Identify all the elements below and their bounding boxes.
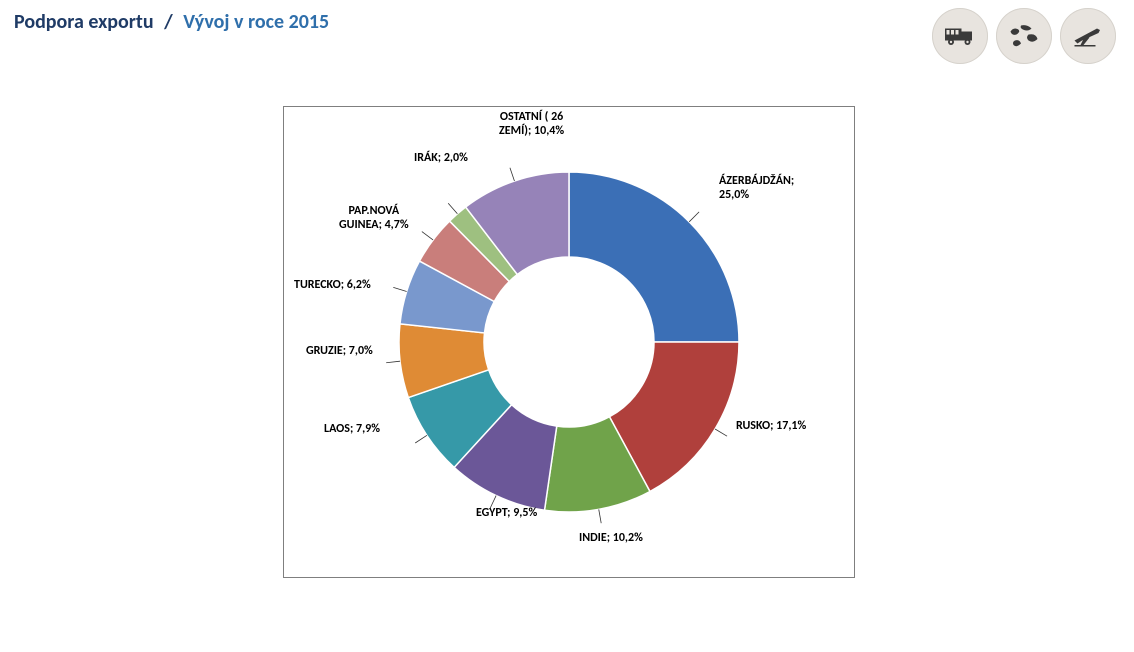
donut-slice-0 <box>569 172 739 342</box>
breadcrumb-part2: Vývoj v roce 2015 <box>183 10 329 34</box>
slice-label-7: PAP.NOVÁ GUINEA; 4,7% <box>339 205 409 233</box>
globe-icon <box>996 8 1052 64</box>
slice-label-6: TURECKO; 6,2% <box>294 279 371 293</box>
slice-label-3: EGYPT; 9,5% <box>476 507 537 521</box>
breadcrumb: Podpora exportu / Vývoj v roce 2015 <box>14 10 329 34</box>
truck-icon <box>932 8 988 64</box>
header-icon-badges <box>932 8 1116 64</box>
slice-label-4: LAOS; 7,9% <box>324 423 380 437</box>
slice-label-0: ÁZERBÁJDŽÁN; 25,0% <box>719 175 794 203</box>
slice-label-1: RUSKO; 17,1% <box>736 420 806 434</box>
breadcrumb-part1: Podpora exportu <box>14 10 154 34</box>
slice-label-9: OSTATNÍ ( 26 ZEMÍ); 10,4% <box>499 111 564 139</box>
plane-icon <box>1060 8 1116 64</box>
breadcrumb-separator: / <box>164 10 173 34</box>
donut-chart-frame: ÁZERBÁJDŽÁN; 25,0% RUSKO; 17,1% INDIE; 10,… <box>283 106 855 578</box>
slice-label-8: IRÁK; 2,0% <box>414 152 468 166</box>
slice-label-5: GRUZIE; 7,0% <box>306 345 373 359</box>
slice-label-2: INDIE; 10,2% <box>579 532 643 546</box>
